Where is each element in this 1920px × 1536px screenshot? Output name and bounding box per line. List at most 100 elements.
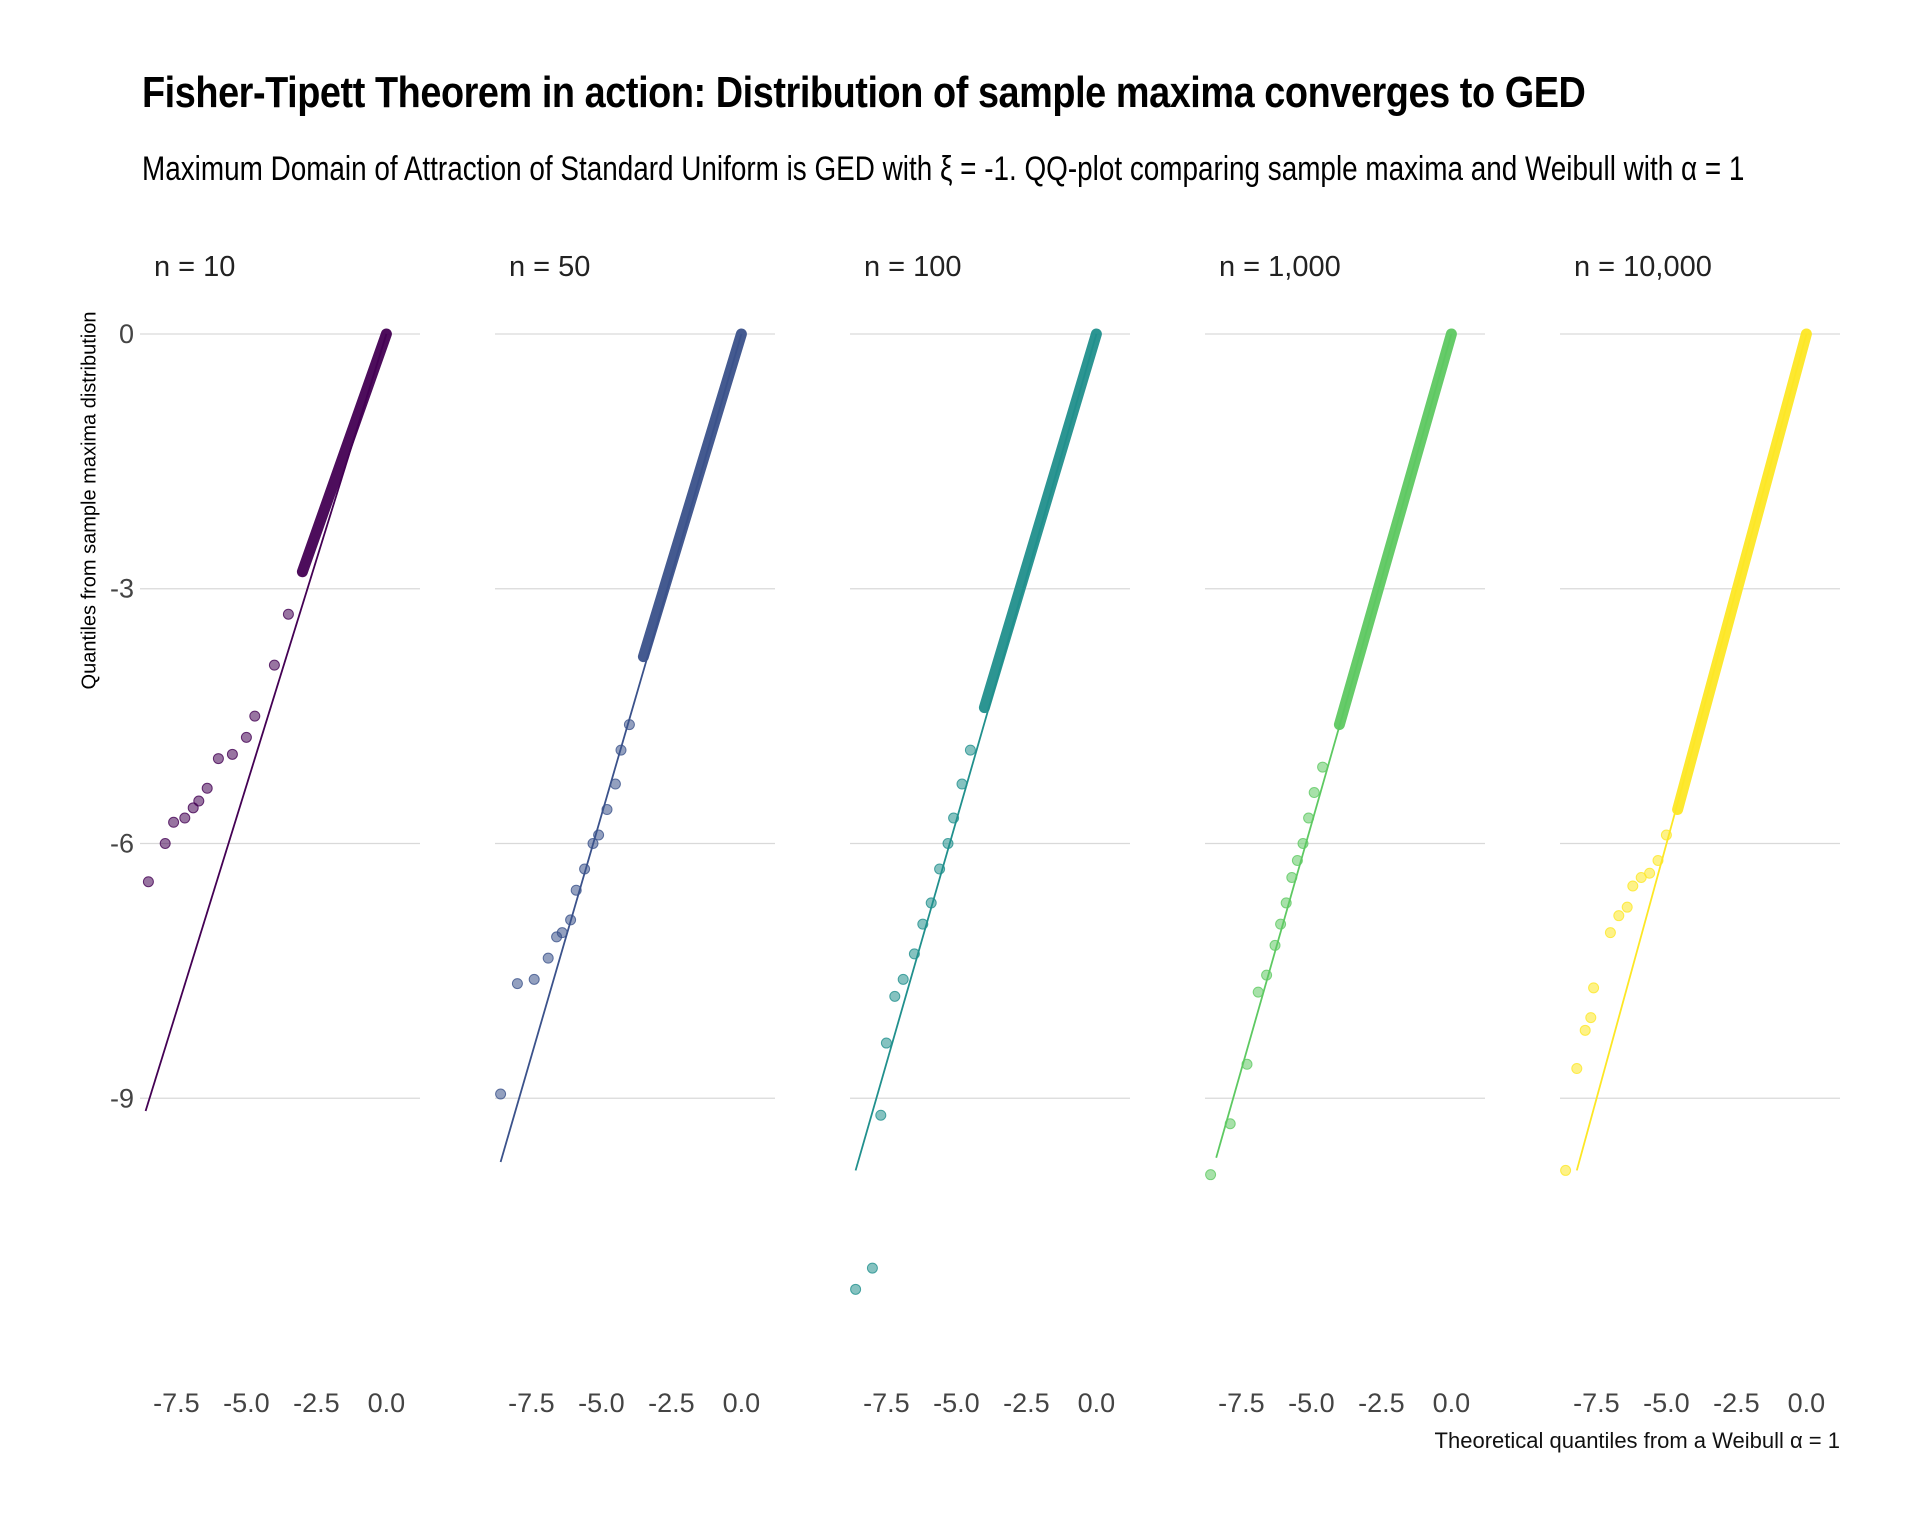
data-point — [875, 1109, 887, 1121]
y-tick-label: -6 — [110, 828, 134, 858]
data-point — [226, 748, 238, 760]
x-axis-title: Theoretical quantiles from a Weibull α =… — [1435, 1428, 1840, 1453]
x-tick-label: -2.5 — [648, 1388, 695, 1418]
data-point — [615, 744, 627, 756]
data-point — [495, 1088, 507, 1100]
data-point — [587, 837, 599, 849]
facet-panel: n = 100 -7.5 -5.0 -2.5 0.0 — [850, 251, 1130, 1418]
x-tick-label: -7.5 — [153, 1388, 200, 1418]
data-point — [179, 812, 191, 824]
facet-panel: n = 10,000 -7.5 -5.0 -2.5 0.0 — [1560, 251, 1840, 1418]
data-point — [268, 659, 280, 671]
data-point — [1297, 837, 1309, 849]
facet-label: n = 100 — [864, 251, 962, 283]
x-tick-label: -7.5 — [508, 1388, 555, 1418]
y-axis-title: Quantiles from sample maxima distributio… — [78, 311, 101, 689]
data-point — [1291, 854, 1303, 866]
data-point — [850, 1283, 862, 1295]
data-point — [1604, 927, 1616, 939]
x-tick-label: -5.0 — [933, 1388, 980, 1418]
x-tick-label: 0.0 — [1788, 1388, 1826, 1418]
data-point — [623, 719, 635, 731]
x-tick-label: -5.0 — [223, 1388, 270, 1418]
data-point — [934, 863, 946, 875]
data-point — [240, 731, 252, 743]
facet-panel: n = 50 -7.5 -5.0 -2.5 0.0 — [495, 251, 775, 1418]
data-point — [249, 710, 261, 722]
data-point — [1308, 787, 1320, 799]
x-tick-label: -7.5 — [863, 1388, 910, 1418]
x-tick-label: 0.0 — [1078, 1388, 1116, 1418]
data-point — [956, 778, 968, 790]
data-point — [1613, 910, 1625, 922]
x-tick-label: -7.5 — [1573, 1388, 1620, 1418]
y-tick-label: -3 — [110, 574, 134, 604]
data-point — [542, 952, 554, 964]
data-point — [1224, 1118, 1236, 1130]
data-point — [1252, 986, 1264, 998]
x-tick-label: -7.5 — [1218, 1388, 1265, 1418]
data-point — [1269, 939, 1281, 951]
data-point — [212, 753, 224, 765]
data-point — [1286, 871, 1298, 883]
data-point — [609, 778, 621, 790]
data-point — [565, 914, 577, 926]
data-point — [1571, 1063, 1583, 1075]
facet-label: n = 10,000 — [1574, 251, 1712, 283]
data-point — [1303, 812, 1315, 824]
data-point — [889, 990, 901, 1002]
x-tick-label: -2.5 — [1358, 1388, 1405, 1418]
x-tick-label: -2.5 — [1713, 1388, 1760, 1418]
data-point — [1627, 880, 1639, 892]
data-point — [159, 837, 171, 849]
facet-label: n = 1,000 — [1219, 251, 1341, 283]
facet-panel: n = 1,000 -7.5 -5.0 -2.5 0.0 — [1205, 251, 1485, 1418]
data-point — [282, 608, 294, 620]
data-point — [917, 918, 929, 930]
data-point — [897, 973, 909, 985]
data-point — [570, 884, 582, 896]
data-point — [1261, 969, 1273, 981]
data-point — [142, 876, 154, 888]
data-point — [964, 744, 976, 756]
x-tick-label: -2.5 — [293, 1388, 340, 1418]
data-point — [168, 816, 180, 828]
data-point — [601, 804, 613, 816]
chart-subtitle: Maximum Domain of Attraction of Standard… — [142, 150, 1745, 188]
chart-title: Fisher-Tipett Theorem in action: Distrib… — [142, 68, 1586, 117]
x-tick-label: -5.0 — [1643, 1388, 1690, 1418]
data-point — [942, 837, 954, 849]
data-point — [528, 973, 540, 985]
data-point — [1652, 854, 1664, 866]
data-point — [1579, 1024, 1591, 1036]
data-point — [579, 863, 591, 875]
x-tick-label: 0.0 — [1433, 1388, 1471, 1418]
reference-line — [144, 333, 388, 1112]
data-point — [511, 978, 523, 990]
dense-points-band — [296, 328, 392, 578]
data-point — [948, 812, 960, 824]
data-point — [1317, 761, 1329, 773]
data-point — [1560, 1164, 1572, 1176]
data-point — [1585, 1012, 1597, 1024]
data-point — [1205, 1169, 1217, 1181]
data-point — [925, 897, 937, 909]
x-tick-label: 0.0 — [368, 1388, 406, 1418]
reference-line — [1215, 333, 1453, 1158]
data-point — [1280, 897, 1292, 909]
data-point — [593, 829, 605, 841]
facet-label: n = 10 — [154, 251, 235, 283]
data-point — [908, 948, 920, 960]
data-point — [551, 931, 563, 943]
reference-line — [1575, 333, 1808, 1171]
x-tick-label: -5.0 — [578, 1388, 625, 1418]
reference-line — [854, 333, 1098, 1171]
data-point — [1621, 901, 1633, 913]
y-tick-label: 0 — [119, 319, 134, 349]
data-point — [880, 1037, 892, 1049]
x-tick-label: -5.0 — [1288, 1388, 1335, 1418]
data-point — [1660, 829, 1672, 841]
data-point — [1275, 918, 1287, 930]
data-point — [187, 802, 199, 814]
